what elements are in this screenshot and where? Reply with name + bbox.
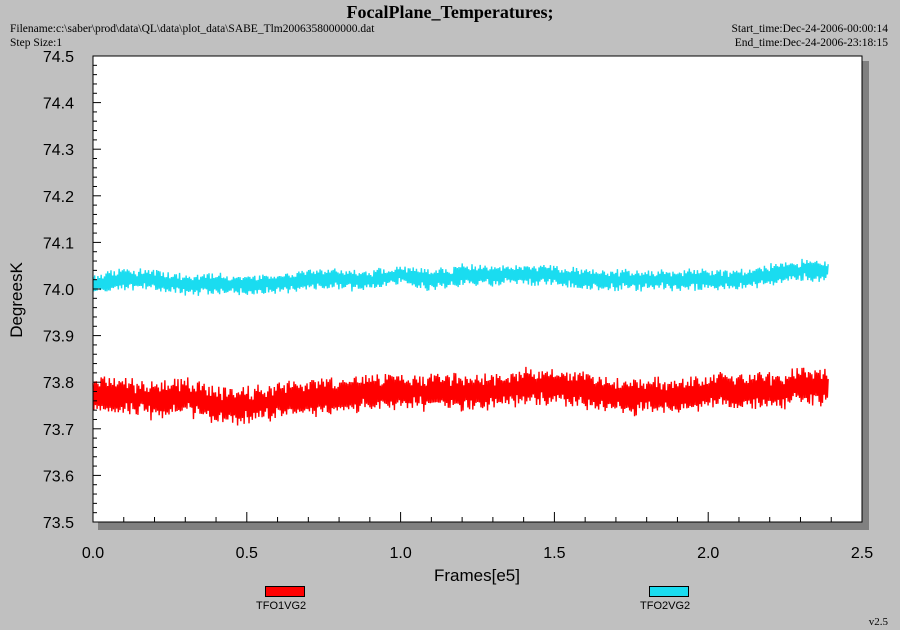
plot-area <box>92 55 863 523</box>
y-tick-label: 74.5 <box>43 49 74 66</box>
y-tick-label: 73.7 <box>43 422 74 439</box>
y-tick-label: 73.8 <box>43 375 74 392</box>
y-tick-label: 74.2 <box>43 189 74 206</box>
y-tick-label: 74.0 <box>43 282 74 299</box>
step-size-label: Step Size:1 <box>10 37 63 49</box>
x-tick-label: 0.5 <box>236 545 258 562</box>
x-tick-label: 1.0 <box>389 545 411 562</box>
end-time-label: End_time:Dec-24-2006-23:18:15 <box>734 37 888 49</box>
version-label: v2.5 <box>868 616 888 628</box>
y-tick-label: 73.5 <box>43 515 74 532</box>
start-time-label: Start_time:Dec-24-2006-00:00:14 <box>731 23 889 35</box>
filename-label: Filename:c:\saber\prod\data\QL\data\plot… <box>10 23 375 35</box>
y-axis-label: DegreesK <box>7 262 26 338</box>
chart-title: FocalPlane_Temperatures; <box>346 2 554 22</box>
x-tick-label: 2.5 <box>851 545 873 562</box>
y-tick-label: 74.1 <box>43 235 74 252</box>
legend-swatch-tfo1vg2 <box>265 586 305 597</box>
legend-label-tfo2vg2: TFO2VG2 <box>640 600 691 612</box>
x-axis-label: Frames[e5] <box>434 566 520 585</box>
x-tick-label: 1.5 <box>543 545 565 562</box>
x-tick-label: 2.0 <box>697 545 719 562</box>
series-line-tfo1vg2 <box>92 366 829 426</box>
x-tick-label: 0.0 <box>82 545 104 562</box>
y-tick-label: 73.6 <box>43 468 74 485</box>
y-tick-label: 74.3 <box>43 142 74 159</box>
series-line-tfo2vg2 <box>92 258 829 296</box>
legend-label-tfo1vg2: TFO1VG2 <box>256 600 307 612</box>
y-tick-label: 74.4 <box>43 96 74 113</box>
legend-swatch-tfo2vg2 <box>649 586 689 597</box>
y-tick-label: 73.9 <box>43 329 74 346</box>
